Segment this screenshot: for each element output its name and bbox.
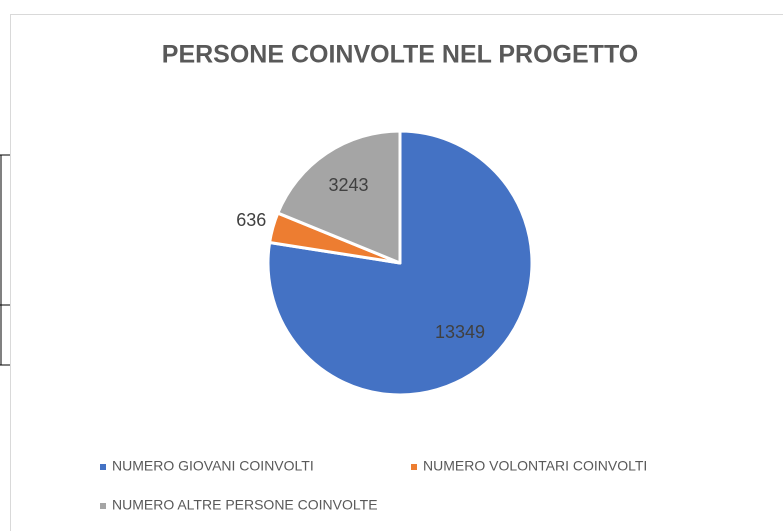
legend-label: NUMERO ALTRE PERSONE COINVOLTE [112, 497, 378, 513]
legend-label: NUMERO GIOVANI COINVOLTI [112, 458, 314, 474]
legend-marker [100, 464, 106, 470]
pie-slice [276, 129, 402, 265]
legend-label: NUMERO VOLONTARI COINVOLTI [423, 458, 647, 474]
legend-marker [100, 503, 106, 509]
data-label: 636 [236, 210, 266, 230]
data-label: 3243 [328, 175, 368, 195]
data-label: 13349 [435, 322, 485, 342]
legend-marker [411, 464, 417, 470]
chart-title: PERSONE COINVOLTE NEL PROGETTO [162, 41, 638, 69]
